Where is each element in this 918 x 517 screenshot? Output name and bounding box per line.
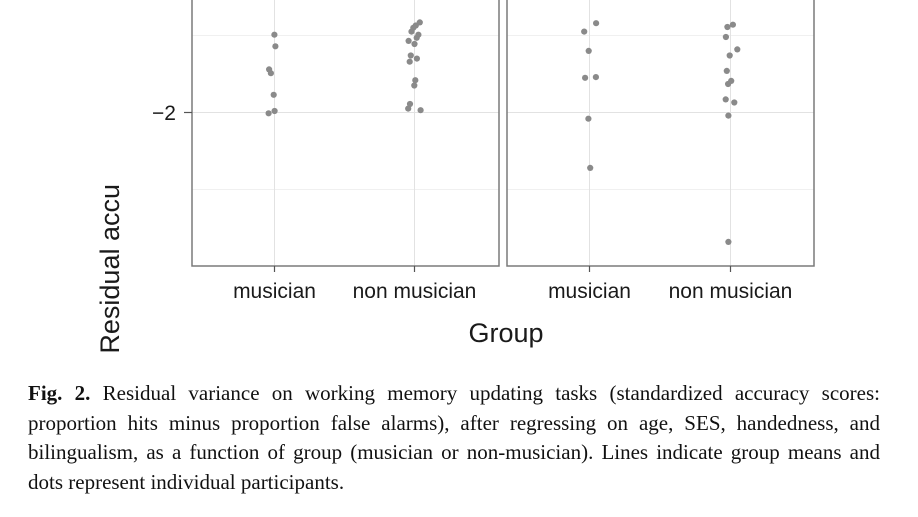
data-point	[265, 110, 272, 117]
panel-right	[506, 0, 815, 267]
data-point	[405, 37, 412, 45]
data-point	[734, 46, 741, 53]
data-point	[272, 43, 279, 50]
data-point	[406, 58, 413, 65]
panel-left	[191, 0, 500, 267]
data-point	[417, 107, 424, 114]
y-tick-label: −2	[152, 102, 176, 125]
data-point	[585, 47, 592, 55]
data-point	[405, 105, 412, 112]
x-axis-title: Group	[468, 318, 543, 348]
data-point	[724, 23, 731, 31]
figure-2-plot: −2 musician non musician musician non mu…	[95, 0, 815, 354]
data-point	[593, 20, 600, 27]
y-axis-title: Residual accu	[95, 184, 125, 354]
data-point	[413, 55, 420, 62]
data-point	[271, 107, 278, 115]
data-point	[731, 99, 738, 106]
data-point	[413, 34, 420, 41]
data-points	[265, 19, 424, 117]
x-tick-label-left-musician: musician	[233, 280, 316, 303]
x-tick-label-right-non-musician: non musician	[669, 280, 793, 303]
data-point	[582, 74, 589, 81]
data-point	[412, 77, 419, 84]
figure-label: Fig. 2.	[28, 381, 91, 405]
data-point	[725, 238, 732, 245]
data-point	[267, 70, 274, 77]
figure-caption: Fig. 2. Residual variance on working mem…	[28, 379, 880, 497]
data-point	[407, 52, 414, 59]
data-point	[271, 31, 278, 38]
x-tick-label-right-musician: musician	[548, 280, 631, 303]
data-point	[411, 82, 418, 89]
data-point	[585, 115, 592, 122]
data-point	[725, 112, 732, 119]
data-point	[592, 74, 600, 81]
caption-text: Residual variance on working memory upda…	[28, 381, 880, 494]
data-point	[726, 52, 733, 59]
data-point	[270, 91, 277, 98]
data-point	[722, 96, 729, 103]
data-point	[729, 21, 737, 28]
data-point	[722, 33, 730, 41]
x-tick-label-left-non-musician: non musician	[353, 280, 477, 303]
data-point	[587, 164, 594, 171]
data-point	[723, 67, 730, 74]
panel-border	[191, 0, 500, 267]
data-point	[411, 40, 418, 48]
data-points	[581, 20, 741, 245]
panel-border	[506, 0, 815, 267]
data-point	[408, 28, 415, 35]
data-point	[581, 28, 588, 35]
data-point	[725, 80, 732, 88]
